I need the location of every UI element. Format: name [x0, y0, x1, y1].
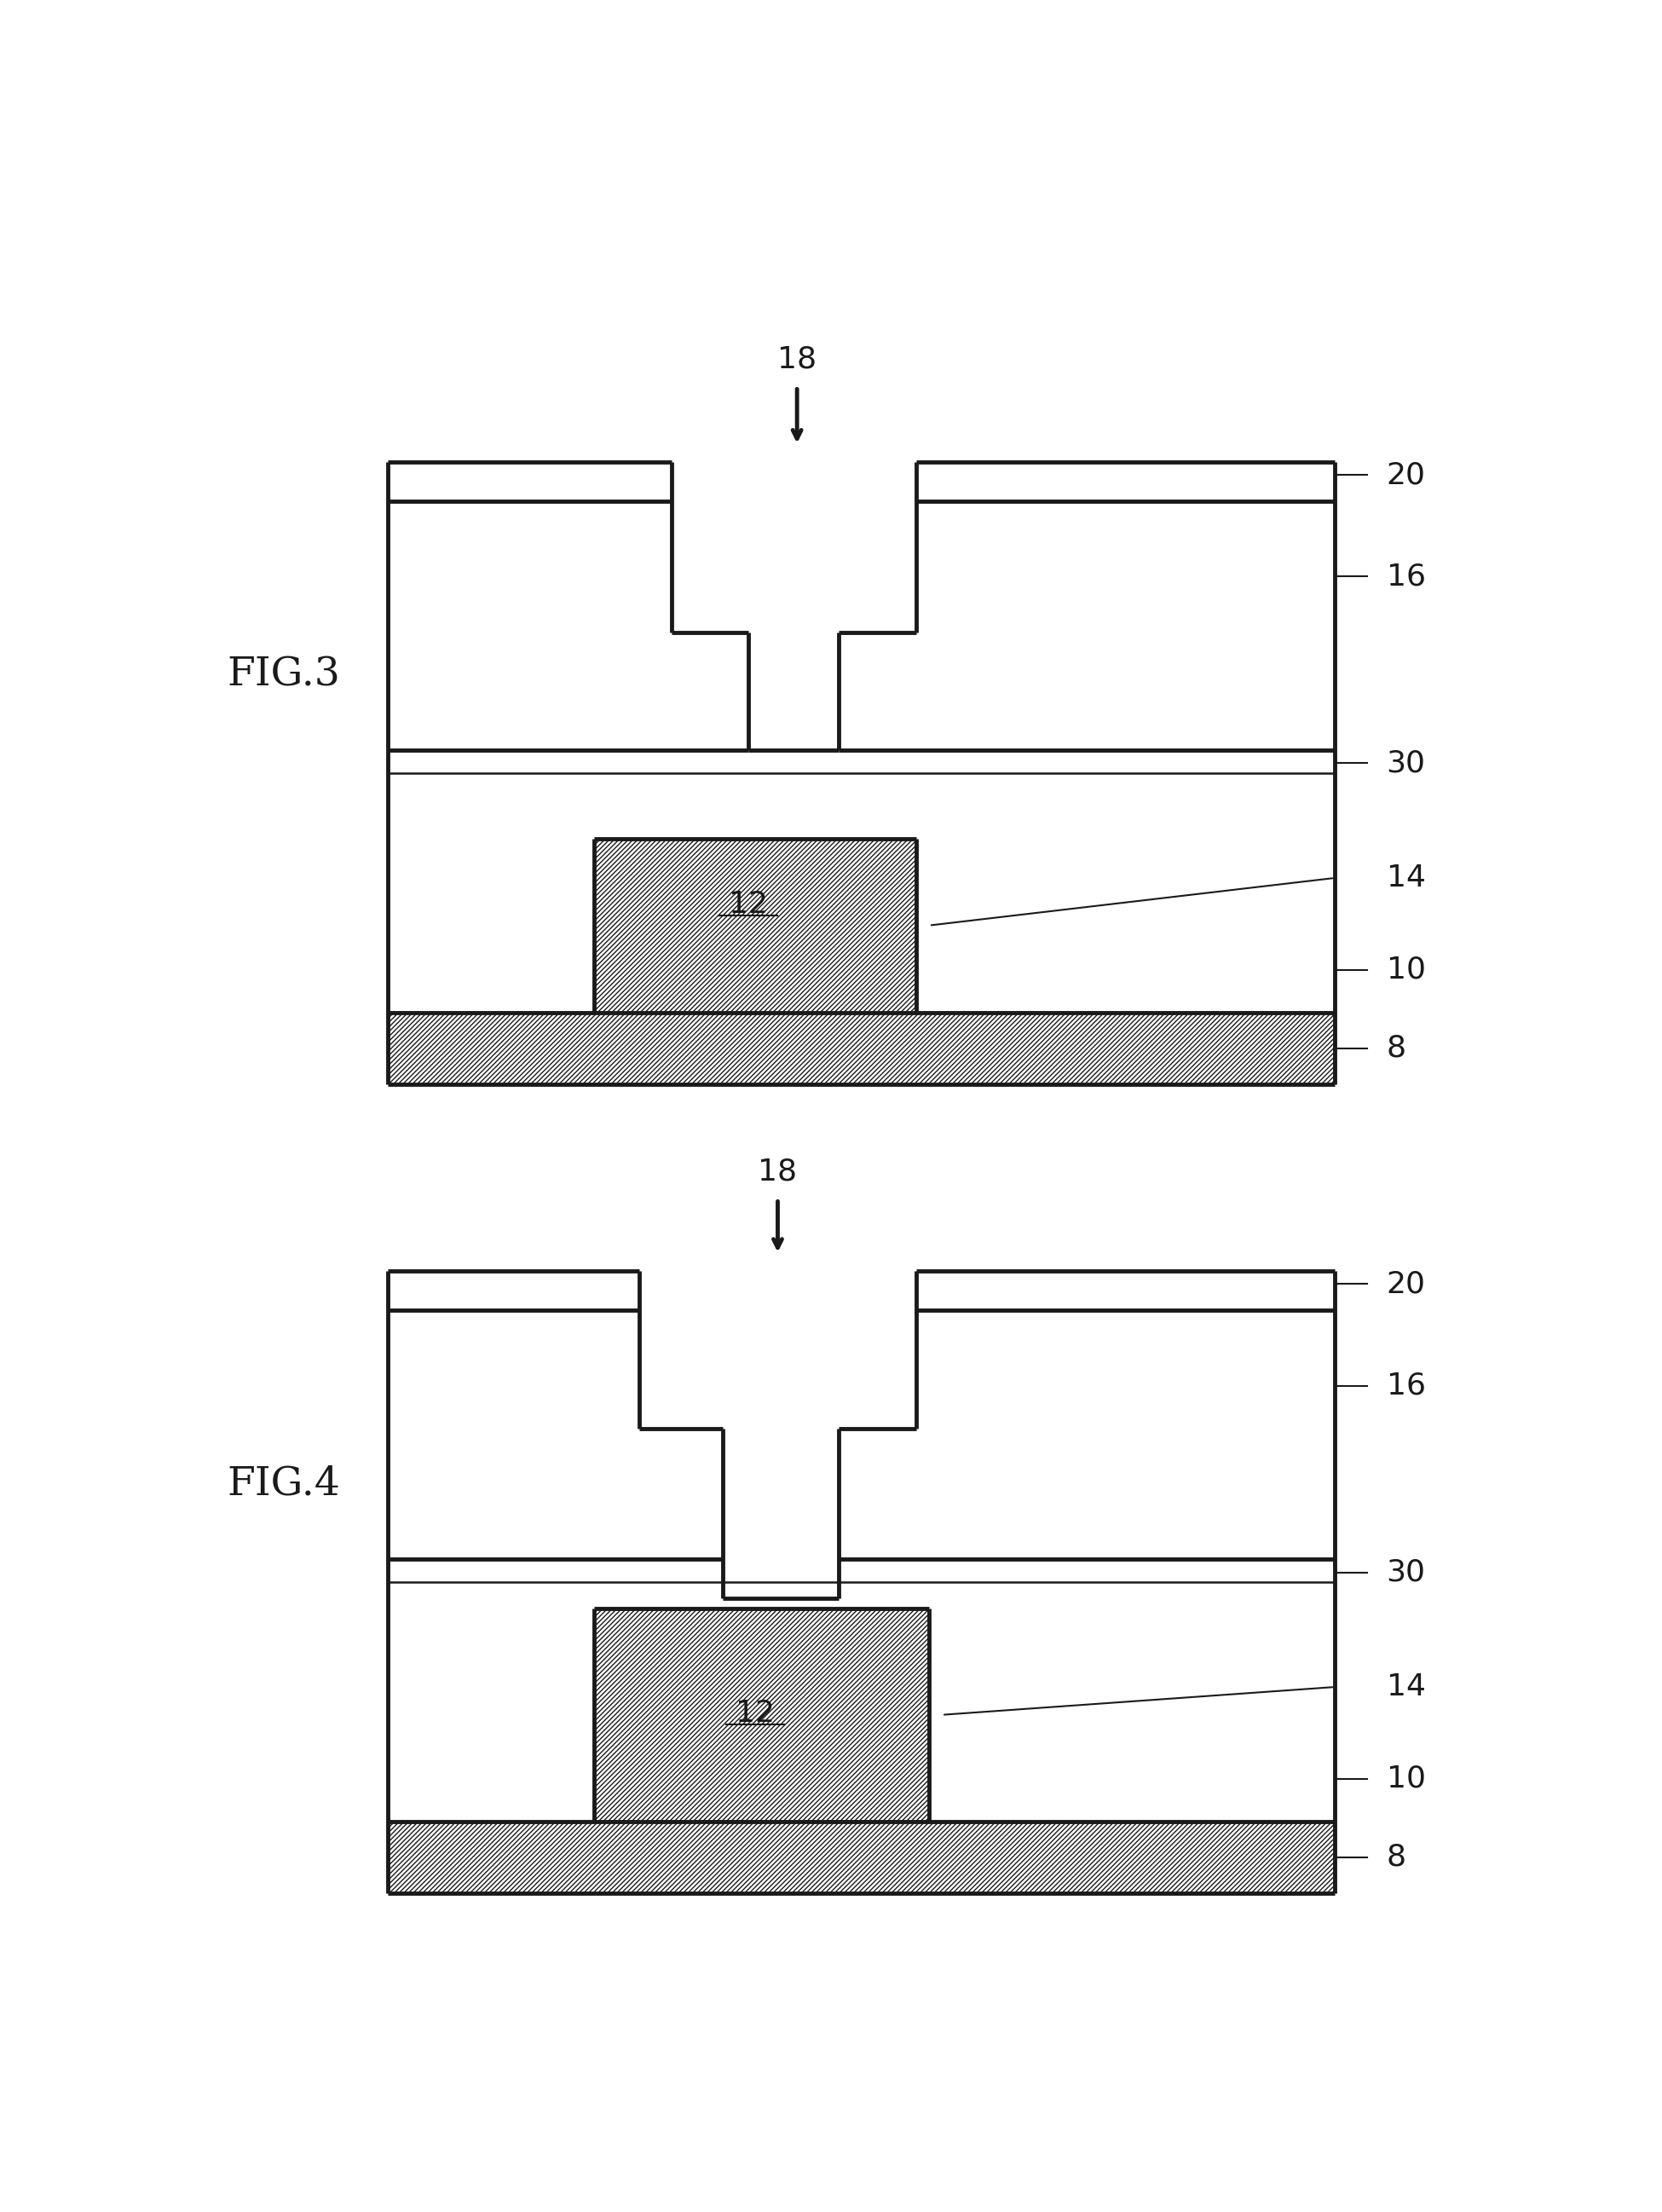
Text: 20: 20	[1386, 1270, 1426, 1298]
Bar	[389, 774, 1335, 1013]
Text: FIG.3: FIG.3	[228, 655, 341, 695]
Text: 10: 10	[1386, 1765, 1426, 1794]
Text: FIG.4: FIG.4	[228, 1464, 341, 1504]
Text: 30: 30	[1386, 1557, 1426, 1586]
Bar	[595, 838, 916, 1013]
Text: 16: 16	[1386, 1371, 1426, 1400]
Bar	[595, 1608, 929, 1820]
Bar	[389, 1013, 1335, 1084]
Bar	[389, 1582, 1335, 1820]
Bar	[916, 1310, 1335, 1559]
Bar	[389, 1820, 1335, 1893]
Text: 14: 14	[1386, 1672, 1426, 1701]
Text: 20: 20	[1386, 460, 1426, 489]
Bar	[389, 1820, 1335, 1893]
Text: 10: 10	[1386, 956, 1426, 984]
Bar	[916, 462, 1335, 502]
Bar	[916, 1272, 1335, 1310]
Text: 14: 14	[1386, 863, 1426, 891]
Bar	[389, 502, 671, 750]
Bar	[595, 838, 916, 1013]
Text: 12: 12	[730, 889, 768, 918]
Text: 30: 30	[1386, 750, 1426, 779]
Text: 8: 8	[1386, 1843, 1406, 1871]
Text: 16: 16	[1386, 562, 1426, 591]
Bar	[389, 1310, 640, 1559]
Bar	[389, 1013, 1335, 1084]
Bar	[389, 1559, 1335, 1582]
Text: 18: 18	[758, 1157, 798, 1186]
Bar	[916, 502, 1335, 750]
Bar	[389, 1272, 640, 1310]
Bar	[389, 750, 1335, 774]
Bar	[723, 1559, 839, 1599]
Text: 12: 12	[736, 1699, 774, 1728]
Bar	[389, 462, 671, 502]
Bar	[595, 1608, 929, 1820]
Text: 18: 18	[778, 345, 816, 374]
Text: 8: 8	[1386, 1033, 1406, 1062]
